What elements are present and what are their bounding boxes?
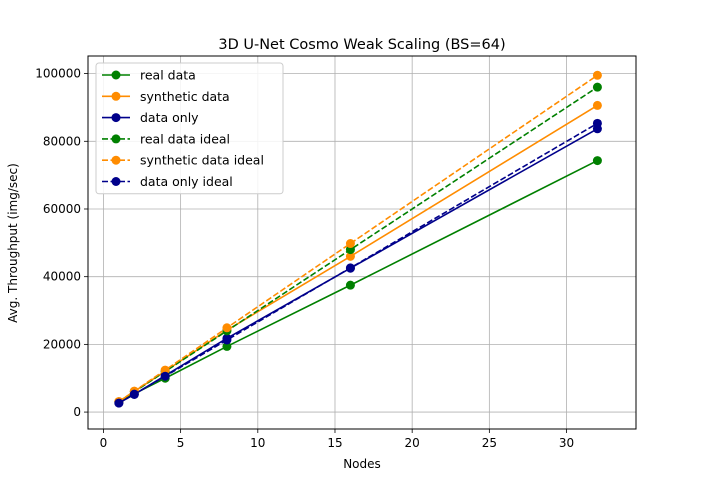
legend-label: real data ideal	[140, 131, 230, 146]
x-axis-label: Nodes	[343, 457, 381, 471]
data-point	[592, 156, 602, 166]
series-line	[118, 86, 598, 403]
legend-swatch-marker	[111, 134, 121, 144]
y-tick-label: 20000	[43, 337, 81, 351]
y-tick-label: 0	[73, 405, 81, 419]
legend-swatch-marker	[111, 91, 121, 101]
y-tick-label: 80000	[43, 134, 81, 148]
legend-swatch-marker	[111, 70, 121, 80]
legend: real data synthetic data data only real dat…	[95, 62, 284, 195]
legend-label: real data	[140, 68, 196, 83]
legend-label: synthetic data	[140, 89, 230, 104]
legend-swatch-marker	[111, 113, 121, 123]
legend-swatch-marker	[111, 177, 121, 186]
y-tick-label: 100000	[35, 67, 81, 81]
series-lines	[114, 70, 602, 408]
data-point	[345, 251, 355, 261]
data-point	[222, 323, 232, 333]
data-point	[345, 239, 355, 249]
y-tick-label: 60000	[43, 202, 81, 216]
y-axis-label: Avg. Throughput (img/sec)	[6, 163, 20, 323]
data-point	[592, 100, 602, 110]
legend-label: synthetic data ideal	[140, 153, 264, 168]
legend-box	[95, 62, 284, 195]
legend-label: data only ideal	[140, 174, 233, 189]
y-tick-label: 40000	[43, 270, 81, 284]
x-tick-label: 30	[559, 436, 574, 450]
data-point	[160, 371, 170, 381]
axis-ticks: 0 5 10 15 20 25 30 0 20000 40000 60000 80000 100000	[35, 67, 574, 450]
data-point	[222, 341, 232, 351]
data-point	[592, 82, 602, 92]
series-line	[118, 122, 598, 404]
data-point	[345, 280, 355, 290]
x-tick-label: 15	[327, 436, 342, 450]
chart-title: 3D U-Net Cosmo Weak Scaling (BS=64)	[218, 37, 505, 53]
x-tick-label: 10	[250, 436, 265, 450]
x-tick-label: 5	[177, 436, 185, 450]
plot-frame	[87, 55, 637, 430]
legend-label: data only	[140, 110, 199, 125]
data-point	[345, 263, 355, 273]
data-point	[114, 398, 124, 408]
legend-swatch-marker	[111, 155, 121, 165]
data-point	[129, 389, 139, 399]
data-point	[592, 118, 602, 128]
x-tick-label: 20	[405, 436, 420, 450]
x-tick-label: 25	[482, 436, 497, 450]
data-point	[222, 335, 232, 345]
data-point	[592, 70, 602, 80]
x-tick-label: 0	[100, 436, 108, 450]
